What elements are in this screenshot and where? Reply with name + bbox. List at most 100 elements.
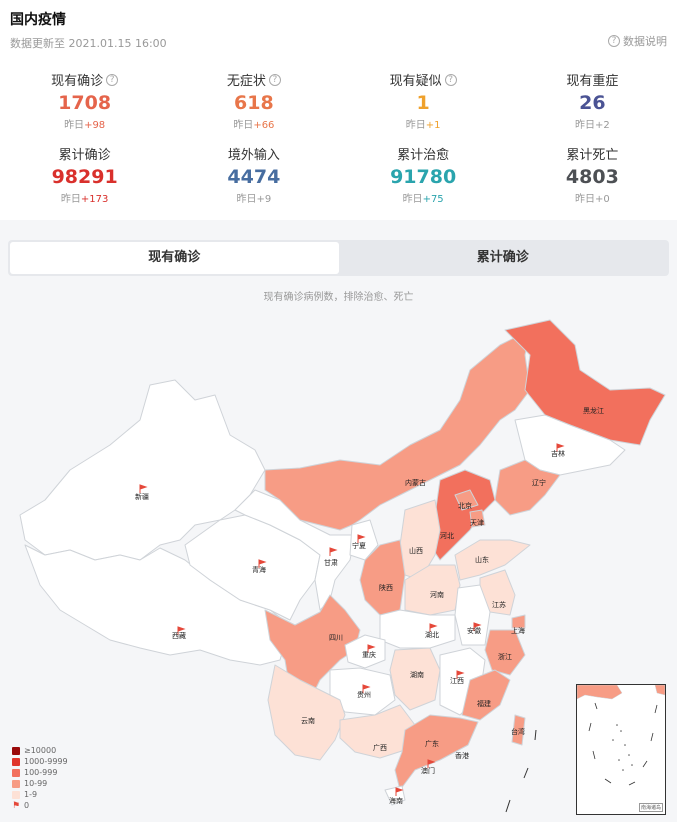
- stat-value: 618: [234, 92, 274, 114]
- province-hubei[interactable]: [379, 609, 456, 649]
- question-icon: ?: [608, 35, 620, 47]
- stat-value: 1708: [58, 92, 112, 114]
- delta-prefix: 昨日: [236, 194, 257, 205]
- inset-map: [576, 684, 666, 786]
- legend-swatch: [12, 790, 20, 799]
- stat-cured: 累计治愈 91780 昨日+75: [339, 134, 508, 208]
- stat-delta: 昨日+0: [508, 190, 677, 205]
- province-liaoning[interactable]: [494, 459, 561, 516]
- label-gansu: 甘肃: [324, 558, 338, 567]
- label-zhejiang: 浙江: [498, 652, 512, 661]
- stat-delta: 昨日+98: [0, 116, 169, 131]
- label-anhui: 安徽: [467, 626, 481, 635]
- province-chongqing[interactable]: [344, 634, 386, 669]
- label-hebei: 河北: [440, 532, 454, 540]
- delta-prefix: 昨日: [402, 194, 423, 205]
- update-timestamp: 数据更新至 2021.01.15 16:00: [10, 37, 167, 50]
- stat-total-confirmed: 累计确诊 98291 昨日+173: [0, 134, 169, 208]
- legend-item: 10-99: [12, 778, 68, 789]
- stat-delta: 昨日+9: [169, 190, 338, 205]
- province-heilongjiang[interactable]: [504, 319, 666, 446]
- stat-imported: 境外输入 4474 昨日+9: [169, 134, 338, 208]
- province-zhejiang[interactable]: [484, 629, 526, 676]
- province-labels: 新疆 西藏 青海 甘肃 宁夏 内蒙古 黑龙江 吉林 辽宁 北京 天津 河北 山西…: [135, 406, 604, 805]
- map-section: 现有确诊 累计确诊 现有确诊病例数，排除治愈、死亡: [0, 230, 677, 822]
- label-hainan: 海南: [389, 796, 403, 805]
- province-hunan[interactable]: [389, 647, 441, 711]
- page-title: 国内疫情: [10, 12, 66, 28]
- delta-value: +1: [425, 120, 441, 131]
- stat-label: 累计治愈: [397, 148, 450, 163]
- inset-caption: 南海诸岛: [638, 803, 663, 812]
- question-icon[interactable]: ?: [106, 73, 119, 86]
- delta-value: +0: [595, 194, 610, 205]
- stat-current-confirmed: 现有确诊? 1708 昨日+98: [0, 60, 169, 134]
- label-chongqing: 重庆: [362, 650, 376, 659]
- label-fujian: 福建: [477, 699, 491, 708]
- china-map: 新疆 西藏 青海 甘肃 宁夏 内蒙古 黑龙江 吉林 辽宁 北京 天津 河北 山西…: [19, 319, 666, 813]
- south-china-sea-inset: 南海诸岛: [576, 684, 666, 815]
- delta-value: +2: [595, 120, 610, 131]
- province-shanghai[interactable]: [511, 614, 526, 629]
- question-icon[interactable]: ?: [444, 73, 457, 86]
- section-divider: [0, 220, 677, 230]
- label-taiwan: 台湾: [511, 727, 525, 736]
- stat-label: 现有确诊: [51, 74, 104, 89]
- stat-value: 1: [416, 92, 430, 114]
- tab-total-confirmed[interactable]: 累计确诊: [476, 250, 529, 265]
- delta-value: +98: [84, 120, 106, 131]
- province-yunnan[interactable]: [267, 664, 346, 761]
- label-macau: 澳门: [421, 766, 435, 775]
- stat-label: 无症状: [226, 74, 266, 89]
- legend-swatch: [12, 768, 20, 777]
- legend-label: 100-999: [24, 768, 58, 777]
- flag-icon: ⚑: [12, 800, 21, 811]
- label-beijing: 北京: [458, 501, 472, 510]
- legend-item: ≥10000: [12, 745, 68, 756]
- stat-value: 91780: [390, 166, 457, 188]
- legend-item: ⚑ 0: [12, 800, 68, 811]
- delta-prefix: 昨日: [575, 194, 595, 205]
- province-ningxia[interactable]: [349, 519, 379, 561]
- question-icon[interactable]: ?: [268, 73, 281, 86]
- label-jilin: 吉林: [551, 449, 565, 458]
- legend-label: 1000-9999: [24, 757, 68, 766]
- delta-prefix: 昨日: [64, 120, 85, 131]
- stat-asymptomatic: 无症状? 618 昨日+66: [169, 60, 338, 134]
- label-heilongjiang: 黑龙江: [583, 406, 604, 415]
- data-help-link[interactable]: ? 数据说明: [608, 33, 667, 49]
- label-sichuan: 四川: [329, 634, 343, 642]
- province-guangdong[interactable]: [394, 714, 479, 791]
- stat-delta: 昨日+66: [169, 116, 338, 131]
- province-neimenggu[interactable]: [264, 329, 531, 531]
- legend-label: ≥10000: [24, 746, 57, 755]
- province-taiwan[interactable]: [511, 714, 526, 746]
- province-fujian[interactable]: [461, 669, 511, 721]
- data-help-label: 数据说明: [623, 35, 667, 48]
- province-tianjin[interactable]: [469, 509, 486, 528]
- stat-label: 现有疑似: [389, 74, 442, 89]
- delta-value: +9: [256, 194, 272, 205]
- tab-current-confirmed[interactable]: 现有确诊: [10, 242, 339, 274]
- delta-prefix: 昨日: [575, 120, 595, 131]
- label-shaanxi: 陕西: [379, 583, 393, 592]
- stat-delta: 昨日+2: [508, 116, 677, 131]
- stat-deaths: 累计死亡 4803 昨日+0: [508, 134, 677, 208]
- legend-swatch: [12, 757, 20, 766]
- province-beijing[interactable]: [454, 489, 479, 511]
- label-shandong: 山东: [475, 555, 489, 564]
- legend-label: 1-9: [24, 790, 38, 799]
- label-neimenggu: 内蒙古: [405, 478, 426, 487]
- province-shandong[interactable]: [454, 539, 531, 581]
- province-jilin[interactable]: [514, 414, 626, 476]
- legend-item: 1000-9999: [12, 756, 68, 767]
- stat-label: 现有重症: [566, 74, 619, 89]
- label-qinghai: 青海: [252, 565, 266, 574]
- label-hunan: 湖南: [410, 670, 424, 679]
- nine-dash-line: [505, 729, 537, 813]
- stat-value: 98291: [51, 166, 118, 188]
- legend-label: 10-99: [24, 779, 48, 788]
- label-hubei: 湖北: [425, 630, 439, 639]
- legend-item: 1-9: [12, 789, 68, 800]
- stat-value: 4803: [565, 166, 619, 188]
